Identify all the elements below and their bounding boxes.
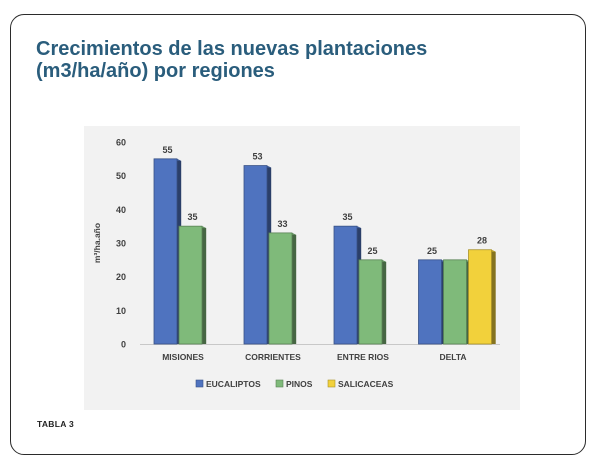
y-tick-label: 0 xyxy=(121,340,126,350)
bar-side-pinos xyxy=(292,232,297,344)
data-label: 53 xyxy=(252,152,262,162)
legend-label-salicaceas: SALICACEAS xyxy=(338,379,394,389)
chart-title: Crecimientos de las nuevas plantaciones … xyxy=(36,38,427,82)
x-category-label: ENTRE RIOS xyxy=(337,352,389,362)
bar-pinos xyxy=(268,232,293,345)
data-label: 25 xyxy=(427,246,437,256)
bar-side-salicaceas xyxy=(491,249,496,344)
x-category-label: DELTA xyxy=(439,352,466,362)
bar-eucaliptos xyxy=(243,165,268,345)
data-label: 35 xyxy=(342,212,352,222)
legend-swatch-eucaliptos xyxy=(195,379,204,388)
y-axis-label: m³/ha.año xyxy=(92,223,102,263)
bar-pinos xyxy=(358,259,383,345)
bar-eucaliptos xyxy=(418,259,442,345)
data-label: 28 xyxy=(477,236,487,246)
bar-pinos xyxy=(178,225,203,345)
y-tick-label: 30 xyxy=(116,239,126,249)
y-tick-label: 40 xyxy=(116,205,126,215)
legend-label-eucaliptos: EUCALIPTOS xyxy=(206,379,261,389)
chart-container: 0 10 20 30 40 50 60 m³/ha.año 55 35 MISIONES 53 33 CO… xyxy=(84,126,520,410)
x-category-label: MISIONES xyxy=(162,352,204,362)
bar-side-pinos xyxy=(202,226,207,344)
data-label: 55 xyxy=(162,145,172,155)
chart-title-line-1: Crecimientos de las nuevas plantaciones xyxy=(36,38,428,60)
bar-pinos xyxy=(443,259,467,345)
y-tick-label: 60 xyxy=(116,138,126,148)
data-label: 25 xyxy=(367,246,377,256)
data-label: 33 xyxy=(277,219,287,229)
bar-side-pinos xyxy=(382,259,387,344)
legend-label-pinos: PINOS xyxy=(286,379,313,389)
chart-title-line-2: (m3/ha/año) por regiones xyxy=(36,60,275,82)
data-label: 35 xyxy=(187,212,197,222)
y-tick-label: 20 xyxy=(116,272,126,282)
y-tick-label: 10 xyxy=(116,306,126,316)
bar-chart: 0 10 20 30 40 50 60 m³/ha.año 55 35 MISIONES 53 33 CO… xyxy=(84,126,520,410)
legend-swatch-salicaceas xyxy=(327,379,336,388)
bar-eucaliptos xyxy=(333,225,358,345)
table-caption: TABLA 3 xyxy=(37,419,75,429)
bar-salicaceas xyxy=(468,249,492,345)
legend-swatch-pinos xyxy=(275,379,284,388)
bar-eucaliptos xyxy=(153,158,178,345)
y-tick-label: 50 xyxy=(116,171,126,181)
x-category-label: CORRIENTES xyxy=(245,352,301,362)
